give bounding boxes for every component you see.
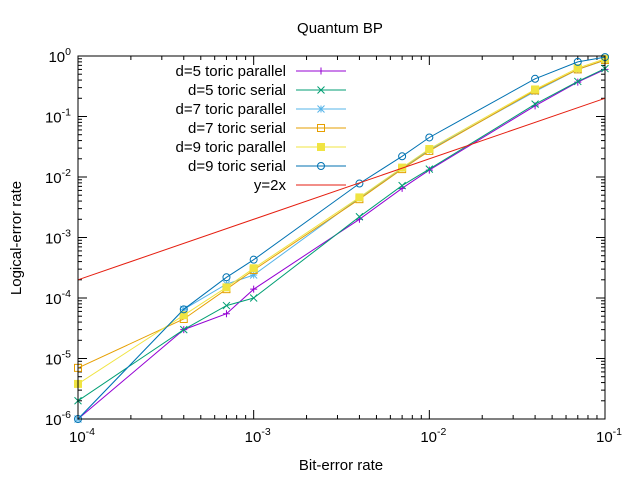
y-tick-label: 10-5 [45, 349, 71, 369]
legend-label: d=5 toric parallel [176, 63, 286, 80]
data-point [425, 145, 434, 154]
series-3 [74, 55, 609, 372]
legend-label: d=7 toric serial [188, 120, 286, 137]
series-line [77, 97, 606, 281]
data-point [425, 165, 434, 173]
data-point [249, 264, 258, 273]
data-point [222, 301, 231, 310]
legend-label: y=2x [254, 177, 287, 194]
data-point [179, 305, 188, 314]
data-point [179, 325, 188, 334]
data-point [317, 162, 325, 170]
data-point [531, 100, 539, 109]
data-point [250, 285, 258, 293]
data-point [249, 271, 258, 279]
series-line [77, 68, 606, 420]
data-point [573, 57, 582, 66]
series-line [77, 56, 606, 420]
series-line [77, 59, 606, 420]
data-point [531, 85, 540, 94]
series-line [77, 59, 606, 369]
data-point [355, 212, 364, 221]
series-2 [74, 56, 609, 423]
data-point [398, 181, 406, 190]
data-point [573, 64, 582, 73]
data-point [222, 283, 231, 292]
series-line [77, 68, 606, 402]
series-0 [74, 65, 609, 423]
series-4 [74, 54, 609, 388]
tick-labels: 10-4 10-3 10-2 10-1 10-6 10-5 10-4 10-3 10-2 10-1… [45, 46, 622, 446]
data-point [222, 310, 230, 318]
data-point [317, 67, 325, 75]
legend-item: d=7 toric serial [188, 120, 346, 137]
legend-item: y=2x [254, 177, 346, 194]
data-point [317, 86, 325, 94]
data-point [179, 311, 188, 320]
x-tick-label: 10-3 [245, 426, 271, 446]
data-point [249, 294, 258, 302]
legend-item: d=9 toric parallel [176, 139, 346, 156]
data-point [398, 163, 407, 172]
legend-item: d=5 toric serial [188, 82, 346, 99]
y-tick-label: 10-1 [45, 107, 71, 127]
data-point [355, 179, 364, 188]
data-point [317, 124, 325, 132]
data-point [222, 273, 231, 282]
series-line [77, 58, 606, 385]
axis-ticks [77, 55, 606, 420]
plot-frame [77, 55, 606, 420]
series-6 [77, 97, 606, 281]
y-tick-label: 10-4 [45, 288, 71, 308]
y-axis-label: Logical-error rate [8, 181, 25, 295]
data-point [531, 74, 540, 83]
legend-label: d=9 toric serial [188, 158, 286, 175]
legend-item: d=7 toric parallel [176, 101, 346, 118]
data-point [317, 105, 325, 113]
legend-label: d=7 toric parallel [176, 101, 286, 118]
x-tick-label: 10-4 [69, 426, 95, 446]
data-point [317, 143, 325, 151]
y-tick-label: 100 [48, 46, 71, 66]
data-point [573, 77, 582, 86]
legend-label: d=5 toric serial [188, 82, 286, 99]
y-tick-label: 10-6 [45, 409, 71, 429]
series-layer [74, 53, 609, 423]
legend: d=5 toric parallel d=5 toric serial d=7 to… [176, 63, 346, 194]
data-point [425, 133, 434, 142]
chart-title: Quantum BP [297, 20, 383, 37]
legend-item: d=9 toric serial [188, 158, 346, 175]
data-point [398, 152, 407, 161]
series-1 [74, 64, 609, 405]
y-tick-label: 10-3 [45, 228, 71, 248]
data-point [355, 193, 364, 202]
data-point [249, 255, 258, 264]
x-tick-label: 10-1 [596, 426, 622, 446]
x-axis-label: Bit-error rate [299, 457, 383, 474]
y-tick-label: 10-2 [45, 167, 71, 187]
legend-label: d=9 toric parallel [176, 139, 286, 156]
x-tick-label: 10-2 [420, 426, 446, 446]
legend-item: d=5 toric parallel [176, 63, 346, 80]
